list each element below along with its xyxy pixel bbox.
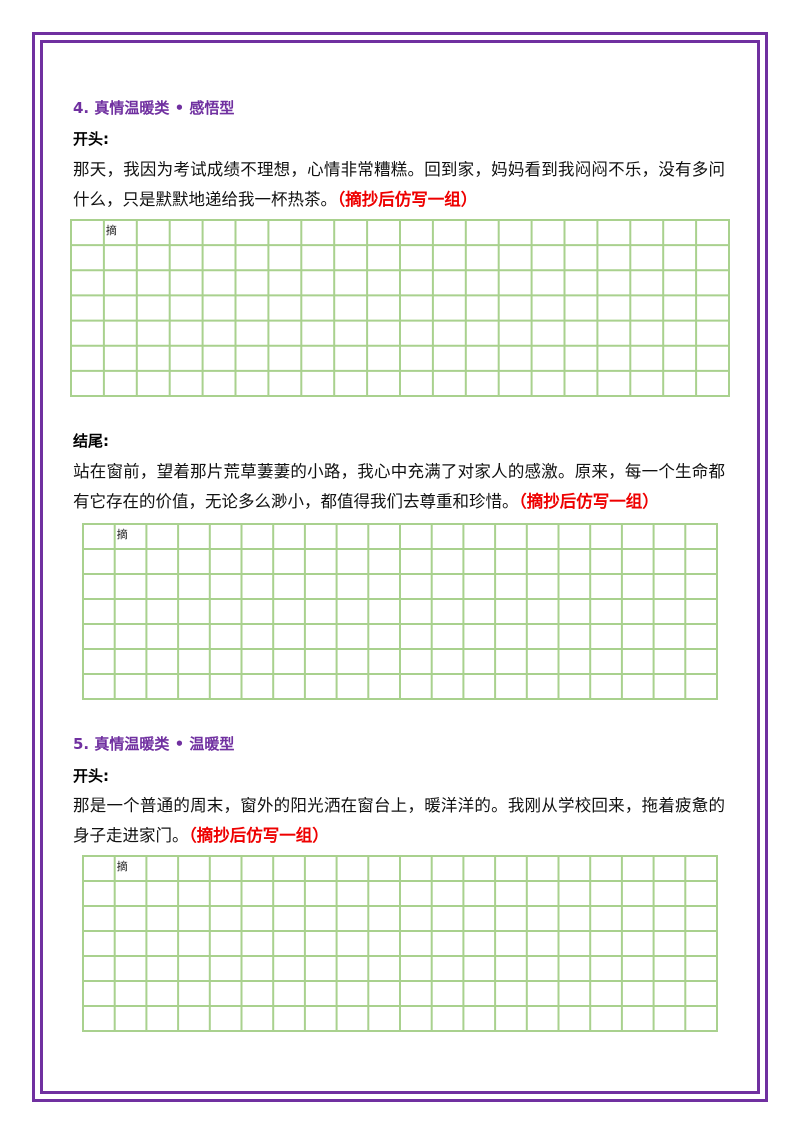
grid-svg: 摘 bbox=[82, 523, 718, 700]
part-label: 结尾: bbox=[73, 432, 109, 450]
paragraph: 站在窗前，望着那片荒草萋萋的小路，我心中充满了对家人的感激。原来，每一个生命都有… bbox=[73, 457, 725, 517]
writing-grid: 摘 bbox=[82, 523, 718, 700]
grid-label: 摘 bbox=[117, 527, 128, 541]
paragraph-text: 站在窗前，望着那片荒草萋萋的小路，我心中充满了对家人的感激。原来，每一个生命都有… bbox=[73, 462, 725, 511]
part-label: 开头: bbox=[73, 767, 109, 785]
outer-border bbox=[32, 32, 768, 1102]
grid-label: 摘 bbox=[117, 859, 128, 873]
section-heading: 5. 真情温暖类 • 温暖型 bbox=[73, 735, 235, 753]
section-heading: 4. 真情温暖类 • 感悟型 bbox=[73, 99, 235, 117]
grid-label: 摘 bbox=[106, 223, 117, 237]
grid-svg: 摘 bbox=[70, 219, 730, 397]
writing-grid: 摘 bbox=[82, 855, 718, 1032]
note: （摘抄后仿写一组） bbox=[518, 492, 659, 511]
paragraph: 那是一个普通的周末，窗外的阳光洒在窗台上，暖洋洋的。我刚从学校回来，拖着疲惫的身… bbox=[73, 791, 725, 851]
grid-svg: 摘 bbox=[82, 855, 718, 1032]
paragraph: 那天，我因为考试成绩不理想，心情非常糟糕。回到家，妈妈看到我闷闷不乐，没有多问什… bbox=[73, 155, 725, 215]
writing-grid: 摘 bbox=[70, 219, 730, 397]
note: （摘抄后仿写一组） bbox=[337, 190, 478, 209]
paragraph-text: 那天，我因为考试成绩不理想，心情非常糟糕。回到家，妈妈看到我闷闷不乐，没有多问什… bbox=[73, 160, 725, 209]
note: （摘抄后仿写一组） bbox=[188, 826, 329, 845]
paragraph-text: 那是一个普通的周末，窗外的阳光洒在窗台上，暖洋洋的。我刚从学校回来，拖着疲惫的身… bbox=[73, 796, 725, 845]
part-label: 开头: bbox=[73, 130, 109, 148]
inner-border bbox=[40, 40, 760, 1094]
